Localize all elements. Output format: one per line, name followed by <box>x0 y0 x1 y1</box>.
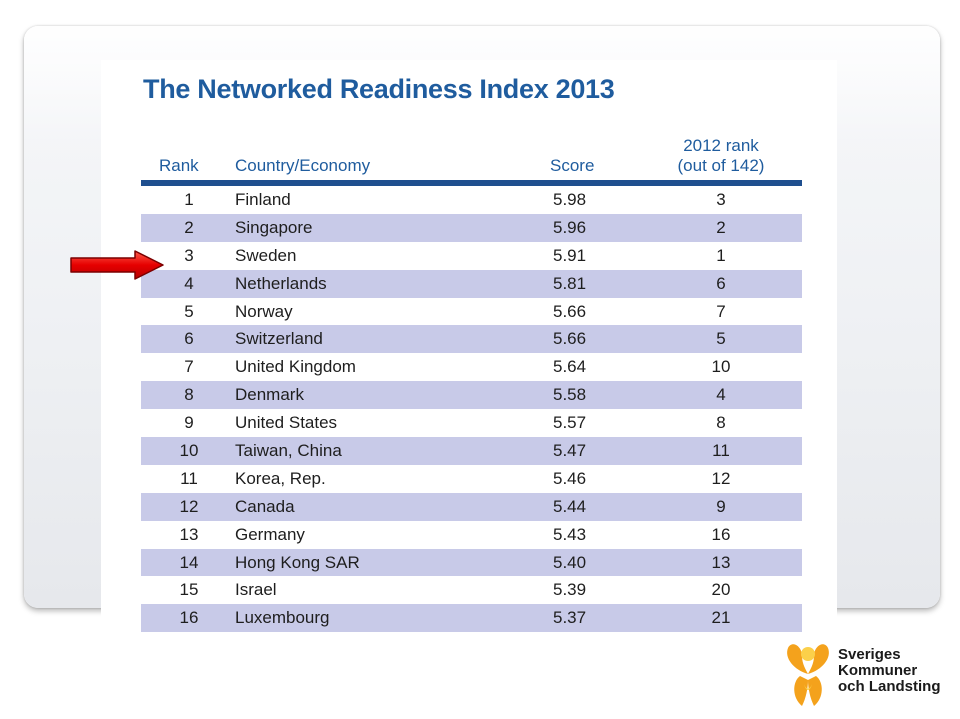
table-row: 1 Finland 5.98 3 <box>141 186 802 214</box>
cell-2012-rank: 3 <box>716 190 726 209</box>
cell-rank: 10 <box>179 441 199 461</box>
header-2012-rank-line2: (out of 142) <box>677 156 765 175</box>
cell-score: 5.98 <box>553 190 587 209</box>
skl-logo-text: Sveriges Kommuner och Landsting <box>838 647 941 695</box>
cell-rank: 4 <box>184 273 194 293</box>
table-row: 12 Canada 5.44 9 <box>141 492 802 521</box>
cell-rank: 3 <box>184 245 194 265</box>
cell-score: 5.91 <box>553 245 587 265</box>
cell-2012-rank: 20 <box>711 580 731 600</box>
cell-score: 5.44 <box>553 496 587 516</box>
cell-rank: 1 <box>184 190 194 209</box>
cell-score: 5.96 <box>553 217 587 237</box>
header-rule <box>141 180 802 186</box>
cell-2012-rank: 10 <box>711 357 731 377</box>
cell-2012-rank: 5 <box>716 329 726 349</box>
cell-2012-rank: 21 <box>711 608 731 628</box>
red-arrow-icon <box>70 250 164 280</box>
cell-2012-rank: 12 <box>711 468 731 488</box>
table-row: 3 Sweden 5.91 1 <box>141 241 802 270</box>
cell-score: 5.39 <box>553 580 587 600</box>
cell-rank: 6 <box>184 329 194 349</box>
cell-score: 5.64 <box>553 357 587 377</box>
cell-score: 5.37 <box>553 608 587 628</box>
cell-rank: 5 <box>184 301 194 321</box>
page-title: The Networked Readiness Index 2013 <box>143 74 615 104</box>
cell-country: Korea, Rep. <box>235 468 326 488</box>
cell-country: Hong Kong SAR <box>235 552 360 572</box>
cell-2012-rank: 13 <box>711 552 731 572</box>
logo-line1: Sveriges <box>838 646 901 663</box>
cell-rank: 2 <box>184 217 194 237</box>
header-country: Country/Economy <box>235 156 371 175</box>
table-header: Rank Country/Economy Score 2012 rank (ou… <box>141 136 802 180</box>
cell-2012-rank: 7 <box>716 301 726 321</box>
cell-2012-rank: 9 <box>716 496 726 516</box>
cell-country: Israel <box>235 580 277 600</box>
cell-country: United States <box>235 413 338 433</box>
skl-emblem-icon <box>787 644 829 706</box>
cell-rank: 13 <box>179 524 199 544</box>
cell-score: 5.40 <box>553 552 587 572</box>
table-row: 16 Luxembourg 5.37 21 <box>141 604 802 633</box>
cell-rank: 9 <box>184 413 194 433</box>
cell-score: 5.81 <box>553 273 587 293</box>
cell-rank: 12 <box>179 496 199 516</box>
table-row: 15 Israel 5.39 20 <box>141 576 802 605</box>
table-row: 14 Hong Kong SAR 5.40 13 <box>141 548 802 577</box>
table-row: 2 Singapore 5.96 2 <box>141 213 802 242</box>
table-row: 6 Switzerland 5.66 5 <box>141 325 802 354</box>
cell-score: 5.43 <box>553 524 587 544</box>
table-row: 10 Taiwan, China 5.47 11 <box>141 437 802 465</box>
table-row: 8 Denmark 5.58 4 <box>141 381 802 410</box>
cell-2012-rank: 8 <box>716 413 726 433</box>
cell-2012-rank: 2 <box>716 217 726 237</box>
table-body: 1 Finland 5.98 3 2 Singapore 5.96 2 3 Sweden 5.91 1… <box>141 186 802 633</box>
cell-score: 5.57 <box>553 413 587 433</box>
cell-country: Taiwan, China <box>235 441 342 461</box>
cell-country: Finland <box>235 190 291 209</box>
cell-2012-rank: 11 <box>712 441 730 461</box>
cell-score: 5.66 <box>553 329 587 349</box>
table-row: 5 Norway 5.66 7 <box>141 297 802 326</box>
cell-score: 5.46 <box>553 468 587 488</box>
cell-country: Singapore <box>235 217 313 237</box>
table-row: 7 United Kingdom 5.64 10 <box>141 353 802 382</box>
skl-logo: Sveriges Kommuner och Landsting <box>780 640 955 710</box>
logo-line2: Kommuner <box>838 662 918 679</box>
cell-country: Netherlands <box>235 273 327 293</box>
cell-country: Canada <box>235 496 295 516</box>
cell-2012-rank: 6 <box>716 273 726 293</box>
header-score: Score <box>550 156 595 175</box>
table-row: 4 Netherlands 5.81 6 <box>141 269 802 298</box>
cell-rank: 11 <box>180 468 198 488</box>
cell-country: United Kingdom <box>235 357 356 377</box>
cell-rank: 7 <box>184 357 194 377</box>
table-row: 9 United States 5.57 8 <box>141 409 802 438</box>
header-rank: Rank <box>159 156 199 175</box>
header-2012-rank: 2012 rank (out of 142) <box>671 136 771 176</box>
table-row: 11 Korea, Rep. 5.46 12 <box>141 464 802 493</box>
logo-line3: och Landsting <box>838 678 941 695</box>
cell-score: 5.58 <box>553 385 587 405</box>
cell-rank: 14 <box>179 552 199 572</box>
cell-rank: 16 <box>179 608 199 628</box>
table-row: 13 Germany 5.43 16 <box>141 520 802 549</box>
cell-rank: 15 <box>179 580 199 600</box>
cell-score: 5.47 <box>553 441 587 461</box>
cell-rank: 8 <box>184 385 194 405</box>
cell-country: Germany <box>235 524 305 544</box>
cell-2012-rank: 1 <box>716 245 726 265</box>
cell-score: 5.66 <box>553 301 587 321</box>
cell-country: Switzerland <box>235 329 323 349</box>
cell-country: Norway <box>235 301 293 321</box>
cell-country: Denmark <box>235 385 304 405</box>
document-page: The Networked Readiness Index 2013 Rank … <box>101 60 837 719</box>
cell-country: Luxembourg <box>235 608 330 628</box>
ranking-table: Rank Country/Economy Score 2012 rank (ou… <box>141 136 802 633</box>
cell-2012-rank: 4 <box>716 385 726 405</box>
cell-country: Sweden <box>235 245 297 265</box>
cell-2012-rank: 16 <box>711 524 731 544</box>
header-2012-rank-line1: 2012 rank <box>683 136 759 155</box>
